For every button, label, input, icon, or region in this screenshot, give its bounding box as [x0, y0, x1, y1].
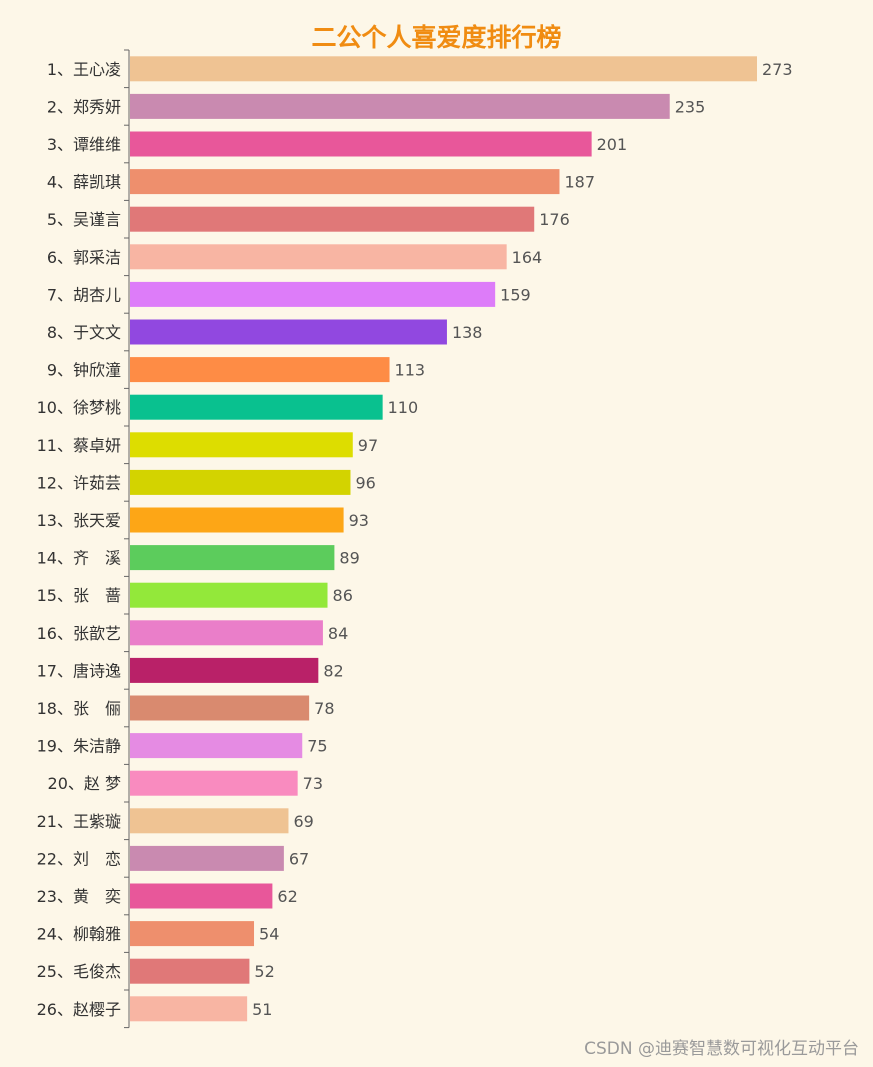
category-label: 7、胡杏儿	[47, 285, 121, 304]
value-label: 82	[323, 661, 343, 680]
category-label: 13、张天爱	[37, 511, 121, 530]
bar	[130, 357, 390, 383]
watermark: CSDN @迪赛智慧数可视化互动平台	[584, 1039, 859, 1059]
bar	[130, 958, 250, 984]
category-label: 24、柳翰雅	[37, 925, 121, 944]
category-label: 21、王紫璇	[37, 812, 121, 831]
category-label: 10、徐梦桃	[37, 398, 121, 417]
bar	[130, 845, 284, 871]
value-label: 235	[675, 97, 706, 116]
category-label: 19、朱洁静	[37, 737, 121, 756]
bar	[130, 169, 560, 195]
category-label: 22、刘 恋	[37, 849, 121, 868]
value-label: 52	[254, 962, 274, 981]
bar	[130, 808, 289, 834]
category-label: 20、赵 梦	[48, 774, 121, 793]
value-label: 201	[597, 135, 628, 154]
bar	[130, 131, 592, 157]
category-label: 4、薛凯琪	[47, 173, 121, 192]
bar	[130, 319, 447, 345]
category-label: 5、吴谨言	[47, 210, 121, 229]
bar	[130, 921, 255, 947]
value-label: 113	[395, 361, 426, 380]
value-label: 51	[252, 1000, 272, 1019]
value-label: 159	[500, 285, 531, 304]
value-label: 176	[539, 210, 570, 229]
category-label: 16、张歆艺	[37, 624, 121, 643]
bar	[130, 244, 507, 270]
category-label: 11、蔡卓妍	[37, 436, 121, 455]
bar	[130, 56, 757, 82]
category-label: 9、钟欣潼	[47, 361, 121, 380]
bar	[130, 93, 670, 119]
bar	[130, 394, 383, 420]
value-label: 73	[303, 774, 323, 793]
category-label: 23、黄 奕	[37, 887, 121, 906]
value-label: 89	[339, 549, 359, 568]
category-label: 25、毛俊杰	[37, 962, 121, 981]
bar	[130, 545, 335, 571]
bar	[130, 507, 344, 533]
bar	[130, 883, 273, 909]
category-label: 6、郭采洁	[47, 248, 121, 267]
category-label: 18、张 俪	[37, 699, 121, 718]
bar	[130, 695, 310, 721]
category-label: 12、许茹芸	[37, 473, 121, 492]
value-label: 110	[388, 398, 419, 417]
bar	[130, 432, 353, 458]
value-label: 86	[333, 586, 353, 605]
value-label: 187	[564, 173, 595, 192]
bar	[130, 281, 496, 307]
value-label: 138	[452, 323, 483, 342]
value-label: 164	[512, 248, 543, 267]
bar	[130, 620, 323, 646]
category-label: 14、齐 溪	[37, 549, 121, 568]
bar	[130, 770, 298, 796]
category-label: 26、赵樱子	[37, 1000, 121, 1019]
value-label: 67	[289, 849, 309, 868]
value-label: 78	[314, 699, 334, 718]
bar	[130, 469, 351, 495]
category-label: 8、于文文	[47, 323, 121, 342]
bar	[130, 206, 535, 232]
category-label: 2、郑秀妍	[47, 97, 121, 116]
bar	[130, 733, 303, 759]
bar	[130, 996, 248, 1022]
value-label: 84	[328, 624, 348, 643]
value-label: 97	[358, 436, 378, 455]
value-label: 69	[293, 812, 313, 831]
value-label: 93	[349, 511, 369, 530]
category-label: 3、谭维维	[47, 135, 121, 154]
value-label: 75	[307, 737, 327, 756]
category-label: 15、张 蔷	[37, 586, 121, 605]
bar	[130, 582, 328, 608]
value-label: 273	[762, 60, 793, 79]
bar	[130, 657, 319, 683]
value-label: 62	[277, 887, 297, 906]
chart-title: 二公个人喜爱度排行榜	[311, 23, 562, 52]
category-label: 1、王心凌	[47, 60, 121, 79]
category-label: 17、唐诗逸	[37, 661, 121, 680]
value-label: 96	[355, 473, 375, 492]
value-label: 54	[259, 925, 279, 944]
